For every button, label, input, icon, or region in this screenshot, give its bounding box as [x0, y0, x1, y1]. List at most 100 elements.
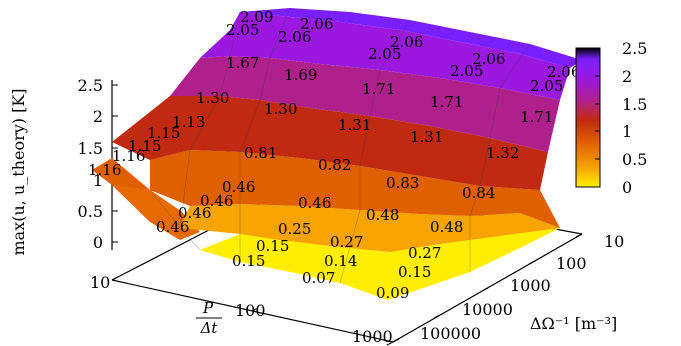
contour-label: 0.82 — [318, 156, 351, 174]
z-axis-ticks: 0 0.5 1 1.5 2 2.5 — [78, 76, 118, 252]
left-wall-lower — [112, 185, 200, 240]
contour-label: 2.06 — [278, 28, 311, 46]
band-violet-top — [240, 8, 582, 68]
contour-labels: 2.09 2.05 1.67 1.30 1.13 1.15 1.15 1.16 … — [88, 8, 580, 302]
z-tick-label-2: 1 — [93, 171, 103, 190]
contour-label: 0.15 — [232, 252, 265, 270]
y-tick-label-1: 100 — [556, 254, 587, 273]
x-tick-mark-1 — [251, 307, 259, 312]
y-tick-label-4: 100000 — [420, 324, 481, 343]
contour-label: 0.27 — [330, 233, 363, 251]
contour-label: 1.15 — [147, 124, 180, 142]
contour-label: 1.32 — [486, 144, 519, 162]
contour-label: 0.15 — [256, 237, 289, 255]
contour-label: 1.15 — [128, 137, 161, 155]
z-tick-label-3: 1.5 — [78, 139, 103, 158]
contour-label: 0.15 — [398, 263, 431, 281]
x-axis-label-numerator: P — [202, 299, 214, 317]
contour-label: 1.16 — [112, 147, 145, 165]
surface-mesh — [149, 7, 531, 284]
band-yellow-orange — [180, 204, 560, 252]
colorbar-label-5: 2.5 — [622, 39, 647, 58]
contour-label: 2.06 — [472, 50, 505, 68]
y-tick-mark-4 — [386, 341, 394, 346]
contour-label: 0.83 — [386, 174, 419, 192]
y-tick-mark-1 — [528, 260, 536, 265]
contour-label: 2.06 — [547, 63, 580, 81]
contour-label: 0.48 — [366, 206, 399, 224]
contour-label: 1.71 — [362, 80, 395, 98]
contour-label: 0.46 — [222, 178, 255, 196]
mesh-line-5 — [469, 43, 531, 272]
contour-label: 1.31 — [338, 116, 371, 134]
contour-label: 2.05 — [226, 21, 259, 39]
y-tick-mark-3 — [433, 314, 441, 319]
contour-label: 1.71 — [520, 108, 553, 126]
contour-label: 0.84 — [462, 184, 495, 202]
contour-label: 0.81 — [244, 144, 277, 162]
y-tick-label-0: 10 — [604, 232, 624, 251]
colorbar-label-4: 2 — [622, 67, 632, 86]
contour-label: 0.46 — [298, 194, 331, 212]
x-axis-ticks: 10 100 1000 — [90, 273, 400, 346]
mesh-line-4 — [339, 19, 411, 284]
colorbar-label-0: 0 — [622, 178, 632, 197]
contour-label: 2.05 — [368, 45, 401, 63]
contour-label: 0.48 — [430, 218, 463, 236]
x-tick-label-2: 1000 — [352, 327, 393, 346]
x-tick-mark-0 — [111, 276, 119, 281]
contour-label: 0.46 — [200, 192, 233, 210]
y-tick-label-2: 1000 — [510, 276, 551, 295]
z-tick-label-4: 2 — [93, 107, 103, 126]
x-axis-label-denominator: Δt — [200, 319, 219, 337]
x-tick-label-0: 10 — [90, 273, 110, 292]
surface — [92, 8, 582, 300]
contour-label: 2.05 — [450, 62, 483, 80]
contour-label: 1.71 — [430, 93, 463, 111]
y-axis-label: ΔΩ⁻¹ [m⁻³] — [530, 314, 617, 333]
mesh-line-1 — [149, 189, 201, 251]
contour-label: 2.06 — [300, 15, 333, 33]
contour-label: 0.25 — [278, 220, 311, 238]
contour-label: 1.67 — [226, 54, 259, 72]
contour-label: 1.13 — [172, 113, 205, 131]
contour-label: 2.09 — [240, 8, 273, 26]
mesh-line-2 — [179, 11, 241, 251]
x-tick-label-1: 100 — [235, 301, 266, 320]
z-tick-label-0: 0 — [93, 233, 103, 252]
contour-label: 1.31 — [410, 128, 443, 146]
x-tick-mark-2 — [392, 338, 400, 343]
z-tick-label-1: 0.5 — [78, 202, 103, 221]
mesh-line-3 — [239, 7, 291, 262]
contour-label: 0.09 — [376, 284, 409, 302]
contour-label: 2.06 — [390, 33, 423, 51]
contour-label: 1.30 — [264, 100, 297, 118]
colorbar: 0 0.5 1 1.5 2 2.5 — [575, 39, 647, 197]
y-tick-mark-0 — [575, 233, 583, 238]
band-purple — [200, 12, 570, 100]
z-tick-label-5: 2.5 — [78, 76, 103, 95]
z-axis-label: max(u, u_theory) [K] — [9, 88, 28, 255]
contour-label: 0.07 — [302, 269, 335, 287]
colorbar-label-1: 0.5 — [622, 150, 647, 169]
y-axis-ticks: 10 100 1000 10000 100000 — [386, 232, 624, 346]
x-axis-label: P Δt — [196, 299, 222, 337]
colorbar-label-2: 1 — [622, 122, 632, 141]
contour-label: 1.69 — [284, 66, 317, 84]
y-tick-label-3: 10000 — [462, 300, 513, 319]
contour-label: 0.27 — [408, 244, 441, 262]
y-tick-mark-2 — [481, 287, 489, 292]
contour-label: 2.05 — [530, 77, 563, 95]
colorbar-label-3: 1.5 — [622, 95, 647, 114]
contour-label: 0.14 — [324, 252, 357, 270]
colorbar-gradient — [575, 47, 601, 188]
band-orange — [150, 150, 560, 228]
band-yellow — [200, 228, 560, 300]
contour-label: 0.46 — [178, 204, 211, 222]
contour-label: 1.16 — [88, 161, 121, 179]
contour-label: 0.46 — [156, 218, 189, 236]
band-magenta — [170, 56, 560, 152]
band-red — [112, 96, 548, 190]
contour-label: 1.30 — [196, 89, 229, 107]
